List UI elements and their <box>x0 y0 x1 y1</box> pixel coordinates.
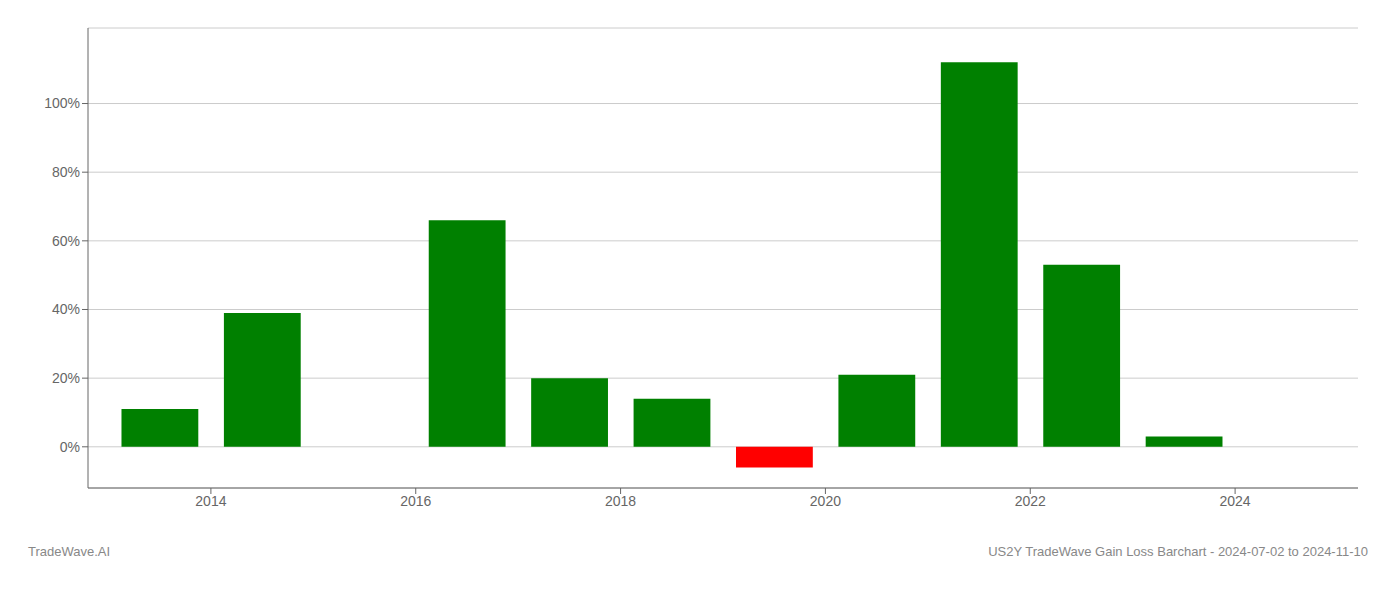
svg-text:2022: 2022 <box>1015 493 1046 509</box>
svg-text:20%: 20% <box>52 370 80 386</box>
svg-text:80%: 80% <box>52 164 80 180</box>
svg-text:2018: 2018 <box>605 493 636 509</box>
svg-text:2024: 2024 <box>1220 493 1251 509</box>
svg-text:2016: 2016 <box>400 493 431 509</box>
html-text:TradeWave.AI: TradeWave.AI <box>28 544 111 559</box>
svg-text:100%: 100% <box>44 95 80 111</box>
svg-text:40%: 40% <box>52 301 80 317</box>
html-text:US2Y TradeWave Gain Loss Barch: US2Y TradeWave Gain Loss Barchart - 2024… <box>988 544 1368 559</box>
svg-text:0%: 0% <box>60 439 80 455</box>
svg-text:60%: 60% <box>52 233 80 249</box>
svg-text:2020: 2020 <box>810 493 841 509</box>
svg-text:2014: 2014 <box>195 493 226 509</box>
